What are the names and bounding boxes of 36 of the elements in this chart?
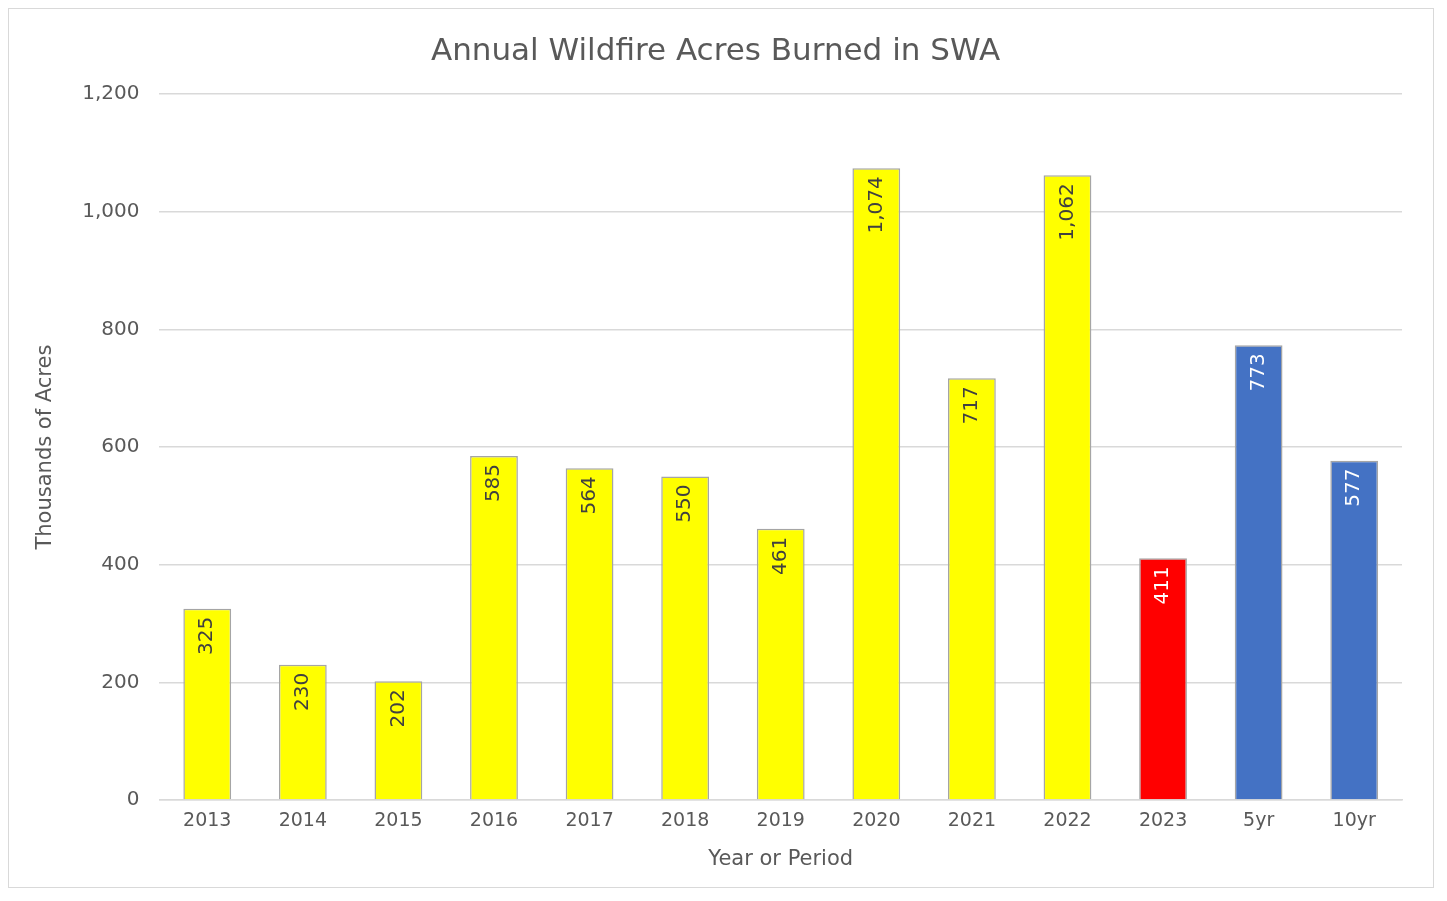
y-tick-label: 400 [101,550,140,575]
y-axis-title: Thousands of Acres [32,344,57,551]
y-tick-label: 600 [101,433,140,458]
y-tick-label: 200 [101,668,140,693]
x-tick-label: 2020 [852,808,901,831]
data-label: 1,074 [862,176,887,234]
y-tick-label: 0 [126,786,140,811]
data-label: 1,062 [1053,183,1078,241]
x-tick-label: 2021 [947,808,997,831]
y-tick-label: 800 [101,315,140,340]
x-tick-label: 2015 [374,808,423,831]
x-tick-label: 2023 [1138,808,1188,831]
data-label: 550 [671,484,696,523]
data-label: 585 [480,463,505,503]
x-tick-label: 5yr [1243,808,1275,831]
chart-title: Annual Wildfire Acres Burned in SWA [430,30,1001,67]
x-axis-title: Year or Period [707,845,854,870]
data-label: 717 [958,386,983,425]
data-label: 202 [384,689,409,728]
y-tick-label: 1,000 [82,198,140,223]
x-tick-label: 2017 [565,808,614,831]
data-label: 230 [289,672,314,711]
x-tick-label: 10yr [1332,808,1377,831]
x-tick-label: 2022 [1043,808,1092,831]
data-label: 773 [1244,353,1269,392]
x-tick-label: 2013 [183,808,232,831]
data-label: 325 [193,616,218,656]
x-tick-label: 2014 [278,808,328,831]
y-tick-label: 1,200 [82,80,140,105]
data-label: 461 [766,536,791,576]
x-tick-label: 2018 [660,808,710,831]
data-label: 564 [575,476,600,515]
x-tick-label: 2016 [469,808,519,831]
data-label: 577 [1340,468,1365,507]
data-label: 411 [1149,566,1174,605]
x-tick-label: 2019 [756,808,805,831]
